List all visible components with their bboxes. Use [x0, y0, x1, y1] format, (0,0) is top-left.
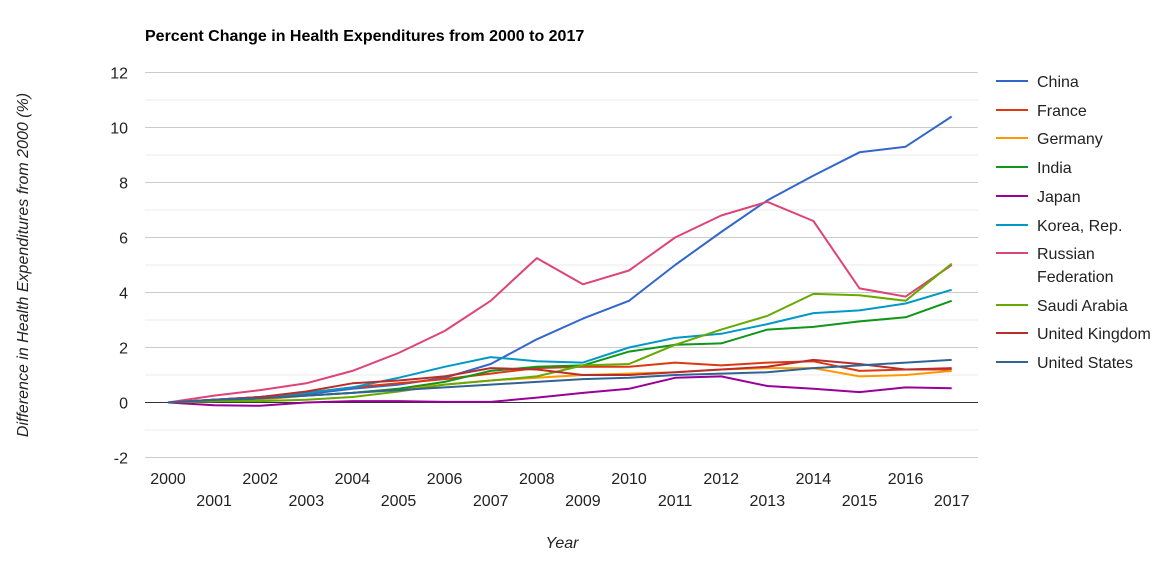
gridlines [145, 72, 978, 458]
x-tick-label: 2009 [565, 493, 601, 510]
legend-item: India [996, 160, 1072, 177]
legend-item: United States [996, 355, 1133, 372]
y-tick-label: 6 [119, 231, 128, 248]
y-axis-ticks: -2 0 2 4 6 8 10 12 [110, 66, 128, 468]
legend-label: Germany [1037, 131, 1103, 148]
legend-label: Russian Federation [1037, 246, 1114, 286]
x-tick-label: 2003 [289, 493, 325, 510]
legend-item: Saudi Arabia [996, 298, 1128, 315]
x-tick-label: 2017 [934, 493, 970, 510]
legend-item: Germany [996, 131, 1103, 148]
y-tick-label: -2 [114, 451, 128, 468]
x-tick-label: 2007 [473, 493, 509, 510]
y-tick-label: 12 [110, 66, 128, 83]
legend-item: Russian Federation [996, 246, 1114, 286]
x-tick-label: 2006 [427, 471, 463, 488]
legend-label: India [1037, 160, 1072, 177]
series-line-korea-rep [167, 288, 952, 404]
series-lines [167, 115, 953, 407]
series-line-russian-federation [167, 200, 953, 404]
legend-label: United Kingdom [1037, 326, 1151, 343]
y-tick-label: 0 [119, 396, 128, 413]
legend-label: United States [1037, 355, 1133, 372]
x-tick-label: 2016 [888, 471, 924, 488]
x-axis-ticks: 2000 2001 2002 2003 2004 2005 2006 2007 2008 2009… [150, 471, 969, 510]
legend-item: United Kingdom [996, 326, 1151, 343]
legend-label: China [1037, 74, 1079, 91]
y-tick-label: 10 [110, 121, 128, 138]
legend-item: China [996, 74, 1079, 91]
legend-item: France [996, 103, 1087, 120]
x-tick-label: 2014 [796, 471, 832, 488]
legend: China France Germany India Japan Korea, Rep. R… [996, 74, 1151, 372]
legend-label: Saudi Arabia [1037, 298, 1128, 315]
legend-item: Korea, Rep. [996, 218, 1122, 235]
x-tick-label: 2008 [519, 471, 555, 488]
x-tick-label: 2001 [196, 493, 232, 510]
y-axis-title: Difference in Health Expenditures from 2… [15, 93, 32, 437]
series-line-united-states [167, 358, 952, 404]
x-tick-label: 2015 [842, 493, 878, 510]
x-tick-label: 2012 [703, 471, 739, 488]
legend-item: Japan [996, 189, 1081, 206]
series-line-china [167, 115, 953, 404]
x-tick-label: 2011 [658, 493, 693, 510]
x-axis-title: Year [546, 535, 580, 552]
legend-label: Korea, Rep. [1037, 218, 1122, 235]
legend-label: France [1037, 103, 1087, 120]
x-tick-label: 2000 [150, 471, 186, 488]
x-tick-label: 2004 [335, 471, 371, 488]
x-tick-label: 2013 [750, 493, 786, 510]
legend-label: Japan [1037, 189, 1081, 206]
x-tick-label: 2010 [611, 471, 647, 488]
y-tick-label: 8 [119, 176, 128, 193]
x-tick-label: 2005 [381, 493, 417, 510]
y-tick-label: 2 [119, 341, 128, 358]
series-line-united-kingdom [167, 358, 952, 404]
chart-title: Percent Change in Health Expenditures fr… [145, 28, 584, 45]
series-line-saudi-arabia [167, 262, 953, 404]
series-line-japan [167, 375, 952, 407]
x-tick-label: 2002 [242, 471, 278, 488]
y-tick-label: 4 [119, 286, 128, 303]
